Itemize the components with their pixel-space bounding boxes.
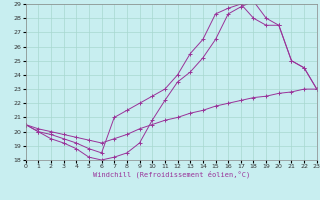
- X-axis label: Windchill (Refroidissement éolien,°C): Windchill (Refroidissement éolien,°C): [92, 171, 250, 178]
